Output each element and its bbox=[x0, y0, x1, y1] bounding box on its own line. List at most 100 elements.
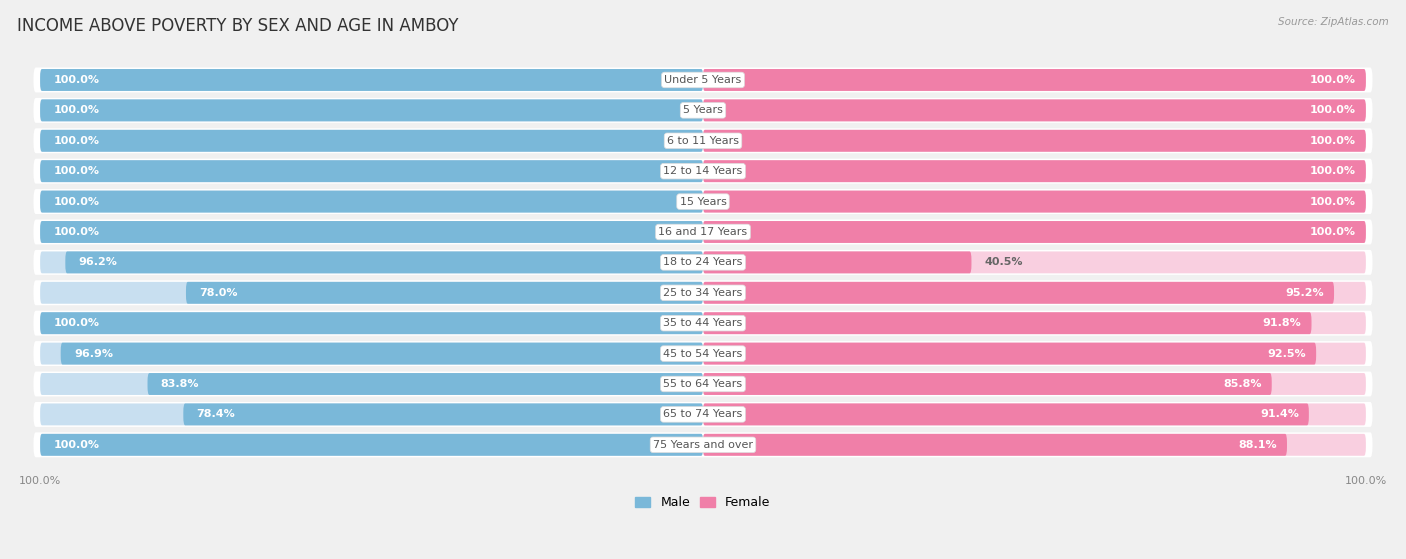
FancyBboxPatch shape bbox=[34, 220, 1372, 244]
FancyBboxPatch shape bbox=[703, 434, 1286, 456]
Text: 88.1%: 88.1% bbox=[1239, 440, 1277, 450]
FancyBboxPatch shape bbox=[41, 252, 703, 273]
FancyBboxPatch shape bbox=[34, 129, 1372, 153]
FancyBboxPatch shape bbox=[703, 343, 1365, 364]
FancyBboxPatch shape bbox=[703, 191, 1365, 212]
Text: 100.0%: 100.0% bbox=[1310, 136, 1355, 146]
FancyBboxPatch shape bbox=[703, 252, 972, 273]
Text: 75 Years and over: 75 Years and over bbox=[652, 440, 754, 450]
FancyBboxPatch shape bbox=[41, 130, 703, 151]
FancyBboxPatch shape bbox=[148, 373, 703, 395]
Text: 45 to 54 Years: 45 to 54 Years bbox=[664, 349, 742, 358]
FancyBboxPatch shape bbox=[703, 252, 1365, 273]
FancyBboxPatch shape bbox=[703, 373, 1272, 395]
FancyBboxPatch shape bbox=[703, 282, 1365, 304]
FancyBboxPatch shape bbox=[34, 341, 1372, 366]
Text: 100.0%: 100.0% bbox=[53, 136, 100, 146]
Text: 100.0%: 100.0% bbox=[1310, 166, 1355, 176]
FancyBboxPatch shape bbox=[703, 282, 1334, 304]
FancyBboxPatch shape bbox=[34, 189, 1372, 214]
FancyBboxPatch shape bbox=[703, 160, 1365, 182]
Text: 55 to 64 Years: 55 to 64 Years bbox=[664, 379, 742, 389]
FancyBboxPatch shape bbox=[41, 191, 703, 212]
Text: 85.8%: 85.8% bbox=[1223, 379, 1261, 389]
FancyBboxPatch shape bbox=[703, 191, 1365, 212]
FancyBboxPatch shape bbox=[34, 159, 1372, 184]
Text: 91.4%: 91.4% bbox=[1260, 409, 1299, 419]
FancyBboxPatch shape bbox=[41, 434, 703, 456]
FancyBboxPatch shape bbox=[34, 402, 1372, 427]
Text: 83.8%: 83.8% bbox=[160, 379, 200, 389]
Text: 25 to 34 Years: 25 to 34 Years bbox=[664, 288, 742, 298]
FancyBboxPatch shape bbox=[703, 221, 1365, 243]
FancyBboxPatch shape bbox=[41, 404, 703, 425]
Text: 6 to 11 Years: 6 to 11 Years bbox=[666, 136, 740, 146]
FancyBboxPatch shape bbox=[41, 191, 703, 212]
Text: 100.0%: 100.0% bbox=[53, 106, 100, 115]
Text: 100.0%: 100.0% bbox=[53, 75, 100, 85]
Text: 18 to 24 Years: 18 to 24 Years bbox=[664, 257, 742, 267]
Text: 40.5%: 40.5% bbox=[984, 257, 1024, 267]
FancyBboxPatch shape bbox=[65, 252, 703, 273]
FancyBboxPatch shape bbox=[703, 130, 1365, 151]
FancyBboxPatch shape bbox=[703, 100, 1365, 121]
FancyBboxPatch shape bbox=[703, 160, 1365, 182]
Text: 35 to 44 Years: 35 to 44 Years bbox=[664, 318, 742, 328]
Text: 100.0%: 100.0% bbox=[53, 227, 100, 237]
FancyBboxPatch shape bbox=[703, 434, 1365, 456]
Text: 12 to 14 Years: 12 to 14 Years bbox=[664, 166, 742, 176]
Text: 100.0%: 100.0% bbox=[1310, 227, 1355, 237]
FancyBboxPatch shape bbox=[703, 404, 1309, 425]
FancyBboxPatch shape bbox=[703, 373, 1365, 395]
FancyBboxPatch shape bbox=[41, 343, 703, 364]
FancyBboxPatch shape bbox=[703, 130, 1365, 151]
FancyBboxPatch shape bbox=[41, 221, 703, 243]
Text: Source: ZipAtlas.com: Source: ZipAtlas.com bbox=[1278, 17, 1389, 27]
Text: Under 5 Years: Under 5 Years bbox=[665, 75, 741, 85]
FancyBboxPatch shape bbox=[34, 68, 1372, 92]
FancyBboxPatch shape bbox=[41, 282, 703, 304]
FancyBboxPatch shape bbox=[41, 312, 703, 334]
FancyBboxPatch shape bbox=[703, 69, 1365, 91]
FancyBboxPatch shape bbox=[41, 69, 703, 91]
FancyBboxPatch shape bbox=[34, 98, 1372, 123]
Text: 100.0%: 100.0% bbox=[53, 318, 100, 328]
Text: INCOME ABOVE POVERTY BY SEX AND AGE IN AMBOY: INCOME ABOVE POVERTY BY SEX AND AGE IN A… bbox=[17, 17, 458, 35]
Text: 78.4%: 78.4% bbox=[197, 409, 235, 419]
Text: 78.0%: 78.0% bbox=[200, 288, 238, 298]
Text: 16 and 17 Years: 16 and 17 Years bbox=[658, 227, 748, 237]
FancyBboxPatch shape bbox=[34, 311, 1372, 335]
FancyBboxPatch shape bbox=[34, 372, 1372, 396]
FancyBboxPatch shape bbox=[703, 100, 1365, 121]
FancyBboxPatch shape bbox=[703, 221, 1365, 243]
Text: 100.0%: 100.0% bbox=[1310, 75, 1355, 85]
FancyBboxPatch shape bbox=[41, 130, 703, 151]
Text: 96.9%: 96.9% bbox=[75, 349, 112, 358]
FancyBboxPatch shape bbox=[34, 250, 1372, 275]
FancyBboxPatch shape bbox=[703, 69, 1365, 91]
FancyBboxPatch shape bbox=[186, 282, 703, 304]
FancyBboxPatch shape bbox=[41, 373, 703, 395]
FancyBboxPatch shape bbox=[703, 312, 1365, 334]
Text: 100.0%: 100.0% bbox=[53, 440, 100, 450]
FancyBboxPatch shape bbox=[41, 100, 703, 121]
Text: 92.5%: 92.5% bbox=[1268, 349, 1306, 358]
FancyBboxPatch shape bbox=[703, 404, 1365, 425]
FancyBboxPatch shape bbox=[60, 343, 703, 364]
Text: 95.2%: 95.2% bbox=[1285, 288, 1324, 298]
FancyBboxPatch shape bbox=[41, 312, 703, 334]
Text: 91.8%: 91.8% bbox=[1263, 318, 1302, 328]
FancyBboxPatch shape bbox=[34, 432, 1372, 457]
FancyBboxPatch shape bbox=[41, 434, 703, 456]
FancyBboxPatch shape bbox=[34, 280, 1372, 305]
FancyBboxPatch shape bbox=[703, 312, 1312, 334]
Text: 100.0%: 100.0% bbox=[1310, 197, 1355, 207]
Text: 5 Years: 5 Years bbox=[683, 106, 723, 115]
FancyBboxPatch shape bbox=[41, 160, 703, 182]
Text: 100.0%: 100.0% bbox=[1310, 106, 1355, 115]
FancyBboxPatch shape bbox=[41, 160, 703, 182]
FancyBboxPatch shape bbox=[41, 221, 703, 243]
Text: 65 to 74 Years: 65 to 74 Years bbox=[664, 409, 742, 419]
FancyBboxPatch shape bbox=[41, 100, 703, 121]
Text: 15 Years: 15 Years bbox=[679, 197, 727, 207]
